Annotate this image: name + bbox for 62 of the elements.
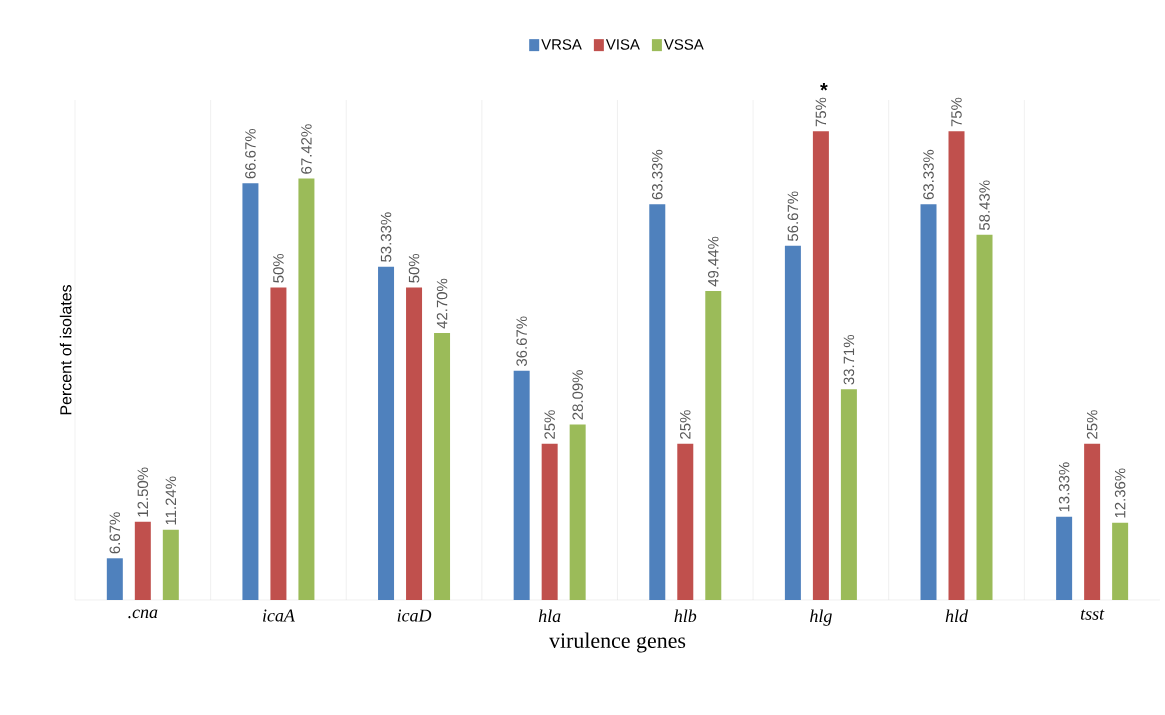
- bar: [1084, 443, 1101, 600]
- bar: [976, 234, 993, 600]
- x-tick-label: .cna: [128, 609, 158, 619]
- bar: [106, 558, 123, 600]
- data-label: 75%: [815, 97, 827, 127]
- bar: [812, 131, 829, 600]
- bar: [162, 529, 179, 600]
- bar: [134, 521, 151, 600]
- data-label: 13.33%: [1058, 462, 1070, 512]
- bar: [920, 204, 937, 600]
- bar: [434, 333, 451, 600]
- bar: [513, 370, 530, 600]
- x-tick-label: hld: [945, 609, 969, 623]
- legend-label: VISA: [605, 39, 640, 50]
- legend-label: VSSA: [663, 39, 704, 50]
- x-axis-title: virulence genes: [549, 632, 686, 653]
- x-tick-label: icaA: [263, 609, 295, 622]
- bar: [569, 424, 586, 600]
- data-label: 50%: [273, 253, 284, 283]
- bar: [705, 290, 722, 600]
- legend-label: VRSA: [541, 39, 582, 50]
- data-label: 63.33%: [651, 149, 663, 200]
- bar: [406, 287, 423, 600]
- bar: [840, 389, 857, 600]
- bar: [242, 183, 259, 600]
- bar: [948, 131, 965, 600]
- bar: [677, 443, 694, 600]
- data-label: 75%: [951, 97, 962, 127]
- data-label: 49.44%: [707, 236, 719, 287]
- x-tick-label: icaD: [397, 609, 432, 622]
- y-axis-title: Percent of isolates: [59, 285, 72, 415]
- bar: [1112, 522, 1129, 600]
- x-tick-label: tsst: [1080, 609, 1105, 620]
- bar: [541, 443, 558, 600]
- data-label: 25%: [544, 410, 555, 439]
- data-label: 66.67%: [245, 128, 256, 179]
- data-label: 67.42%: [301, 124, 312, 174]
- data-label: 56.67%: [787, 191, 799, 242]
- bar: [298, 178, 315, 600]
- data-label: 6.67%: [109, 512, 121, 554]
- data-label: 12.36%: [1114, 468, 1126, 518]
- data-label: 25%: [679, 410, 691, 439]
- data-label: 11.24%: [165, 476, 177, 525]
- x-tick-label: hla: [538, 609, 561, 623]
- data-label: 33.71%: [843, 334, 855, 385]
- bar: [1056, 516, 1073, 600]
- x-tick-label: hlb: [674, 609, 697, 623]
- annotation: *: [820, 83, 828, 91]
- bar: [784, 245, 801, 600]
- data-label: 53.33%: [380, 212, 392, 262]
- data-label: 36.67%: [516, 316, 527, 367]
- bar: [378, 266, 395, 600]
- data-label: 42.70%: [436, 278, 448, 329]
- data-label: 58.43%: [979, 180, 990, 231]
- bar: [649, 204, 666, 600]
- data-label: 12.50%: [137, 467, 149, 517]
- x-tick-label: hlg: [810, 609, 832, 626]
- data-label: 25%: [1086, 410, 1098, 439]
- data-label: 28.09%: [572, 370, 583, 420]
- data-label: 50%: [408, 253, 420, 283]
- bar: [270, 287, 287, 600]
- data-label: 63.33%: [923, 149, 934, 200]
